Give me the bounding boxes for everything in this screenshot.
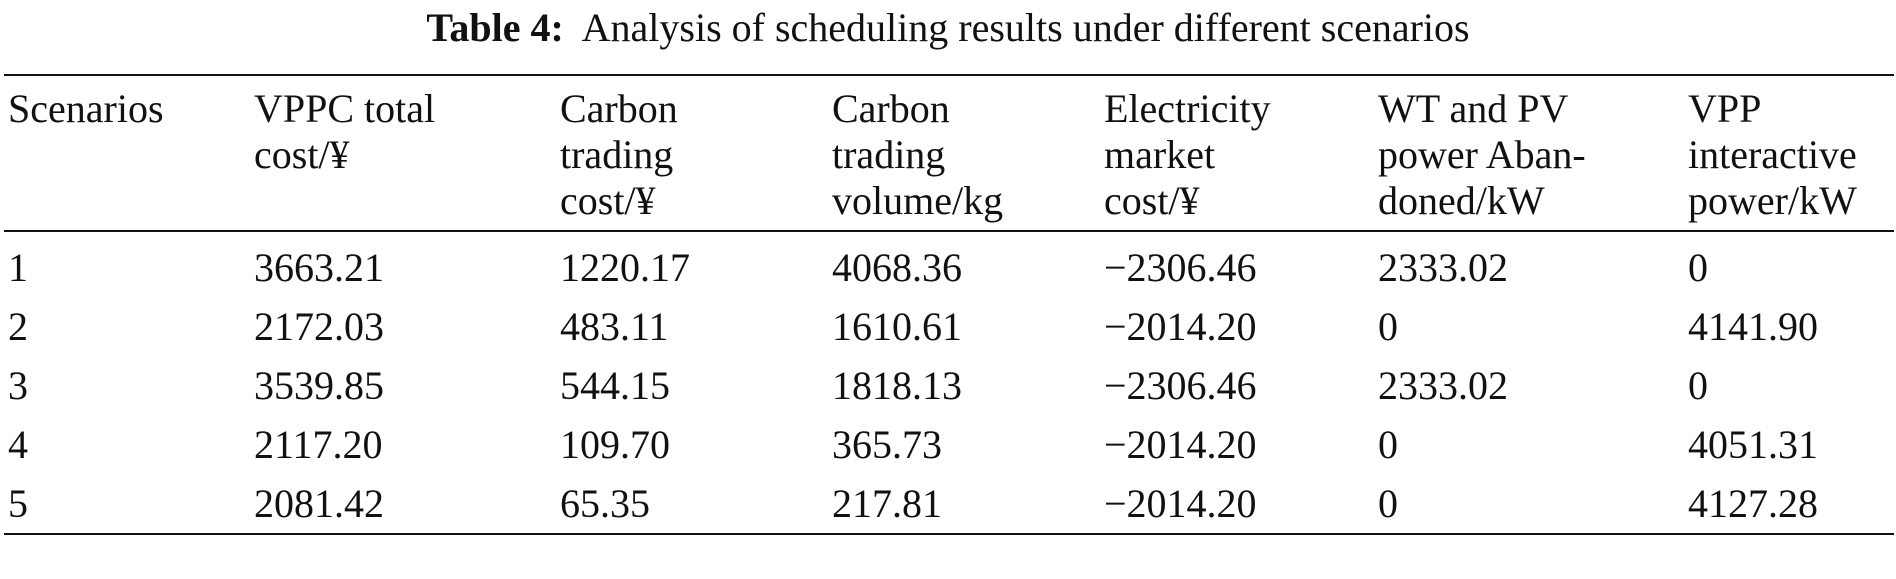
table-caption-label: Table 4: — [426, 5, 564, 50]
header-row: Scenarios VPPC total cost/¥ Carbon tradi… — [4, 75, 1894, 231]
col-header-carbon-trading-cost: Carbon trading cost/¥ — [560, 86, 678, 223]
table-cell: 3539.85 — [254, 362, 384, 408]
table-cell: 65.35 — [560, 480, 650, 526]
table-cell: 4 — [8, 421, 28, 467]
table-cell: 2 — [8, 303, 28, 349]
table-cell: 217.81 — [832, 480, 942, 526]
col-header-electricity-market-cost: Electricity market cost/¥ — [1104, 86, 1271, 223]
table-row: 5 2081.42 65.35 217.81 −2014.20 0 4127.2… — [4, 474, 1894, 534]
table-cell: −2306.46 — [1104, 244, 1257, 290]
table-cell: 1610.61 — [832, 303, 962, 349]
table-cell: 5 — [8, 480, 28, 526]
table-cell: 0 — [1378, 480, 1398, 526]
table-cell: 0 — [1378, 421, 1398, 467]
table-row: 1 3663.21 1220.17 4068.36 −2306.46 2333.… — [4, 231, 1894, 297]
table-cell: 3 — [8, 362, 28, 408]
table-header: Scenarios VPPC total cost/¥ Carbon tradi… — [4, 75, 1894, 231]
table-cell: 483.11 — [560, 303, 669, 349]
table-caption: Table 4: Analysis of scheduling results … — [0, 4, 1896, 52]
col-header-vpp-interactive-power: VPP interactive power/kW — [1688, 86, 1857, 223]
table-cell: −2306.46 — [1104, 362, 1257, 408]
table-cell: 4068.36 — [832, 244, 962, 290]
col-header-scenarios: Scenarios — [8, 86, 164, 131]
col-header-vppc-total-cost: VPPC total cost/¥ — [254, 86, 436, 177]
table-caption-text: Analysis of scheduling results under dif… — [581, 5, 1470, 50]
table-cell: 2081.42 — [254, 480, 384, 526]
col-header-carbon-trading-volume: Carbon trading volume/kg — [832, 86, 1004, 223]
table-cell: 4051.31 — [1688, 421, 1818, 467]
table-cell: 2333.02 — [1378, 244, 1508, 290]
table-cell: 4127.28 — [1688, 480, 1818, 526]
table-cell: 2172.03 — [254, 303, 384, 349]
table-cell: 3663.21 — [254, 244, 384, 290]
col-header-wt-pv-abandoned: WT and PV power Aban- doned/kW — [1378, 86, 1586, 223]
table-cell: 0 — [1688, 362, 1708, 408]
table-cell: 544.15 — [560, 362, 670, 408]
table-cell: 2333.02 — [1378, 362, 1508, 408]
table-row: 3 3539.85 544.15 1818.13 −2306.46 2333.0… — [4, 356, 1894, 415]
scheduling-results-table: Scenarios VPPC total cost/¥ Carbon tradi… — [4, 74, 1894, 535]
table-cell: 0 — [1378, 303, 1398, 349]
table-cell: 0 — [1688, 244, 1708, 290]
table-body: 1 3663.21 1220.17 4068.36 −2306.46 2333.… — [4, 231, 1894, 534]
table-cell: 4141.90 — [1688, 303, 1818, 349]
table-row: 4 2117.20 109.70 365.73 −2014.20 0 4051.… — [4, 415, 1894, 474]
table-cell: 109.70 — [560, 421, 670, 467]
table-row: 2 2172.03 483.11 1610.61 −2014.20 0 4141… — [4, 297, 1894, 356]
table-cell: 1 — [8, 244, 28, 290]
table-cell: 365.73 — [832, 421, 942, 467]
table-cell: −2014.20 — [1104, 480, 1257, 526]
table-cell: 1220.17 — [560, 244, 690, 290]
table-cell: −2014.20 — [1104, 421, 1257, 467]
table-cell: −2014.20 — [1104, 303, 1257, 349]
table-cell: 1818.13 — [832, 362, 962, 408]
table-cell: 2117.20 — [254, 421, 383, 467]
